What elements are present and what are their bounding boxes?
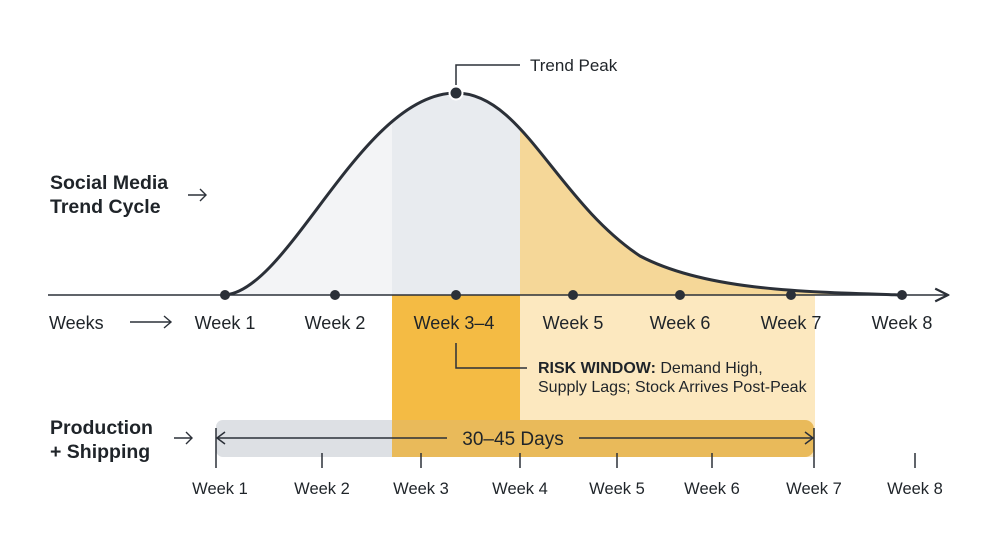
risk-leader-line: [455, 343, 527, 369]
production-week-label: Week 2: [294, 480, 350, 498]
arrow-right-icon: [174, 431, 193, 445]
trend-week-label: Week 2: [305, 313, 366, 333]
week-dot: [675, 290, 685, 300]
trend-title-line2: Trend Cycle: [50, 196, 161, 218]
peak-label: Trend Peak: [530, 56, 618, 75]
rise-fill: [225, 93, 392, 295]
arrow-right-icon: [130, 315, 173, 329]
weeks-axis-label: Weeks: [49, 313, 104, 333]
risk-window-line1: Demand High,: [660, 360, 762, 377]
arrow-right-icon: [188, 188, 207, 202]
tail-fill: [520, 93, 902, 295]
risk-window-line2: Supply Lags; Stock Arrives Post-Peak: [538, 379, 808, 396]
production-week-labels: Week 1 Week 2 Week 3 Week 4 Week 5 Week …: [192, 480, 943, 498]
risk-window-label: RISK WINDOW: Demand High,: [538, 360, 763, 377]
production-week-label: Week 5: [589, 480, 645, 498]
week-dot: [786, 290, 796, 300]
week-dot: [568, 290, 578, 300]
week-dot: [897, 290, 907, 300]
trend-week-label: Week 5: [543, 313, 604, 333]
trend-week-label: Week 6: [650, 313, 711, 333]
duration-arrow-right-head: [804, 431, 815, 445]
trend-curve: [224, 91, 903, 297]
production-week-label: Week 3: [393, 480, 449, 498]
production-week-label: Week 4: [492, 480, 548, 498]
production-week-label: Week 6: [684, 480, 740, 498]
production-ticks: [215, 428, 916, 468]
trend-week-label: Week 7: [761, 313, 822, 333]
production-title-line1: Production: [50, 417, 153, 439]
duration-arrow-left-head: [215, 431, 226, 445]
trend-week-labels: Week 1 Week 2 Week 3–4 Week 5 Week 6 Wee…: [195, 313, 933, 333]
production-title-line2: + Shipping: [50, 441, 150, 463]
production-week-label: Week 7: [786, 480, 842, 498]
week-dot: [330, 290, 340, 300]
duration-label: 30–45 Days: [462, 429, 563, 450]
peak-dot: [448, 85, 464, 101]
peak-leader-line: [455, 64, 520, 85]
risk-window-title: RISK WINDOW:: [538, 360, 656, 377]
trend-week-label: Week 8: [872, 313, 933, 333]
trend-week-label: Week 1: [195, 313, 256, 333]
week-dots: [220, 290, 907, 300]
trend-title-line1: Social Media: [50, 172, 168, 194]
week-dot: [220, 290, 230, 300]
peak-fill: [392, 93, 520, 295]
production-week-label: Week 1: [192, 480, 248, 498]
trend-week-label: Week 3–4: [414, 313, 495, 333]
week-dot: [451, 290, 461, 300]
production-week-label: Week 8: [887, 480, 943, 498]
